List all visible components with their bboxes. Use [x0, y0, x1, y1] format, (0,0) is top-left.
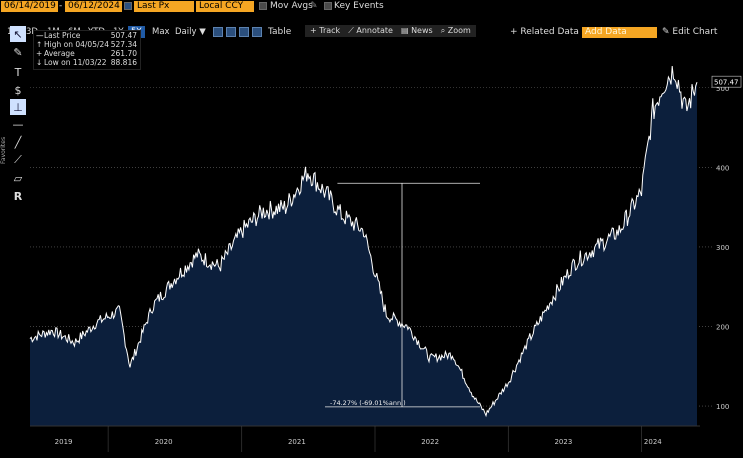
y-tick-label: 200 — [716, 324, 729, 332]
white-line-icon: — — [36, 31, 44, 40]
period-3d[interactable]: 3D — [26, 27, 38, 37]
add-data-input[interactable]: Add Data — [582, 27, 657, 38]
y-tick-label: 300 — [716, 244, 729, 252]
area-chart-icon[interactable] — [252, 27, 262, 37]
legend-average: + Average 261.70 — [36, 49, 137, 58]
related-data-button[interactable]: + Related Data — [510, 27, 579, 37]
horizontal-line-icon[interactable]: — — [12, 117, 24, 131]
key-events-checkbox[interactable] — [324, 2, 332, 10]
period-max[interactable]: Max — [152, 27, 170, 37]
text-tool-icon[interactable]: T — [14, 65, 22, 79]
last-value-tag — [711, 75, 742, 88]
up-arrow-icon: ↑ — [36, 40, 43, 49]
candle-chart-icon[interactable] — [239, 27, 249, 37]
pencil-tool-icon[interactable]: ✎ — [13, 45, 23, 59]
end-date-field[interactable]: 06/12/2024 — [65, 1, 122, 12]
legend-low: ↓ Low on 11/03/22 88.816 — [36, 58, 137, 67]
last-value-label: 507.47 — [714, 79, 739, 87]
annotate-button[interactable]: ⟋ Annotate — [348, 26, 393, 35]
cursor-tool-icon[interactable]: ↖ — [10, 26, 26, 42]
key-events-label: Key Events — [334, 1, 384, 11]
channel-tool-icon[interactable]: ▱ — [13, 171, 23, 185]
y-tick-label: 100 — [716, 403, 729, 411]
dash-icon: + — [36, 49, 43, 58]
currency-select[interactable]: Local CCY — [196, 1, 254, 12]
x-tick-label: 2024 — [644, 438, 662, 446]
table-button[interactable]: Table — [268, 27, 292, 37]
price-tool-icon[interactable]: $ — [14, 83, 22, 97]
gear-icon: ✎ — [662, 27, 673, 37]
mov-avgs-checkbox[interactable] — [259, 2, 267, 10]
track-button[interactable]: + Track — [310, 26, 341, 35]
start-date-field[interactable]: 06/14/2019 — [1, 1, 58, 12]
top-toolbar: 06/14/2019 - 06/12/2024 Last Px Local CC… — [0, 0, 743, 12]
chart-tools-bar: + Track ⟋ Annotate ▤ News ⌕ Zoom — [305, 25, 476, 37]
trend-line-icon[interactable]: ╱ — [14, 135, 22, 149]
pencil-icon[interactable]: ✎ — [310, 1, 318, 11]
down-arrow-icon: ↓ — [36, 58, 43, 67]
x-tick-label: 2020 — [155, 438, 173, 446]
x-tick-label: 2019 — [55, 438, 73, 446]
frequency-select[interactable]: Daily ▼ — [175, 27, 206, 37]
edit-chart-button[interactable]: ✎ Edit Chart — [662, 27, 718, 37]
fib-tool-icon[interactable]: ⟋ — [14, 153, 22, 166]
price-field-select[interactable]: Last Px — [134, 1, 194, 12]
x-tick-label: 2021 — [288, 438, 306, 446]
x-tick-label: 2022 — [421, 438, 439, 446]
x-tick-label: 2023 — [554, 438, 572, 446]
left-drawing-toolbar: ↖ ✎ T $ ⊥ — ╱ ⟋ ▱ R — [8, 26, 28, 206]
legend-last-price: — Last Price 507.47 — [36, 31, 137, 40]
y-tick-label: 500 — [716, 85, 729, 93]
line-chart-icon[interactable] — [213, 27, 223, 37]
legend-high: ↑ High on 04/05/24 527.34 — [36, 40, 137, 49]
drawdown-annotation: -74.27% (-69.01%ann.) — [325, 182, 480, 408]
date-separator: - — [59, 1, 63, 11]
chart-legend: — Last Price 507.47 ↑ High on 04/05/24 527… — [33, 30, 141, 70]
bar-chart-icon[interactable] — [226, 27, 236, 37]
x-axis: 2019 2020 2021 2022 2023 2024 — [55, 426, 662, 452]
vertical-tool-icon[interactable]: ⊥ — [10, 99, 26, 115]
price-line — [29, 65, 698, 418]
y-tick-label: 400 — [716, 164, 729, 172]
r-tool-icon[interactable]: R — [13, 189, 23, 203]
news-button[interactable]: ▤ News — [400, 26, 433, 35]
mov-avgs-label: Mov Avgs — [270, 1, 313, 11]
price-area — [30, 66, 697, 426]
drawdown-label: -74.27% (-69.01%ann.) — [330, 399, 406, 407]
calendar-icon[interactable] — [124, 2, 132, 10]
zoom-button[interactable]: ⌕ Zoom — [440, 26, 471, 35]
